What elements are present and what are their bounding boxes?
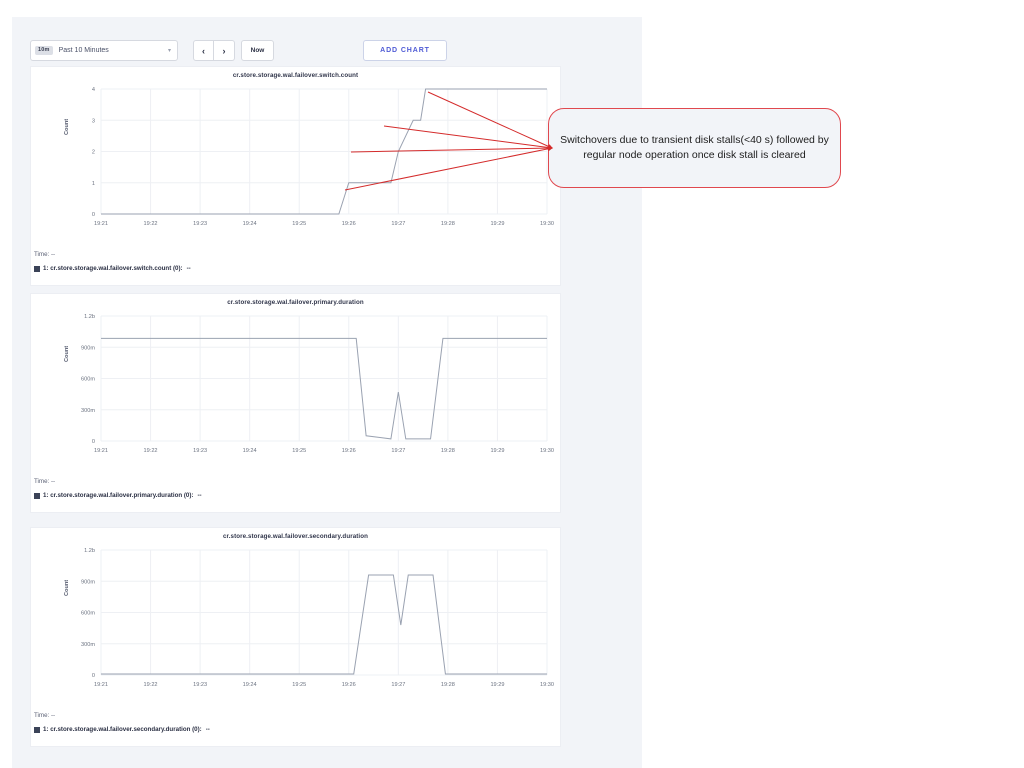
svg-text:19:29: 19:29: [490, 682, 504, 688]
svg-text:19:28: 19:28: [441, 448, 455, 454]
legend-time-value: --: [50, 712, 56, 719]
legend-series-label: 1: cr.store.storage.wal.failover.seconda…: [43, 726, 202, 733]
prev-time-button[interactable]: ‹: [193, 40, 214, 61]
legend-time-label: Time:: [34, 251, 50, 258]
svg-text:19:23: 19:23: [193, 448, 207, 454]
svg-text:19:23: 19:23: [193, 682, 207, 688]
svg-text:0: 0: [92, 673, 95, 679]
legend-color-swatch: [34, 492, 40, 499]
svg-text:19:27: 19:27: [391, 682, 405, 688]
svg-text:19:22: 19:22: [144, 221, 158, 227]
chart-title: cr.store.storage.wal.failover.primary.du…: [227, 299, 364, 306]
legend-series-value: --: [205, 726, 210, 733]
chart-card: cr.store.storage.wal.failover.primary.du…: [30, 293, 561, 513]
time-range-label: Past 10 Minutes: [58, 47, 109, 54]
chevron-down-icon: ▾: [167, 48, 171, 54]
svg-text:19:21: 19:21: [94, 682, 108, 688]
svg-text:19:24: 19:24: [243, 448, 257, 454]
legend-series-row[interactable]: 1: cr.store.storage.wal.failover.seconda…: [34, 726, 210, 733]
annotation-callout: Switchovers due to transient disk stalls…: [548, 108, 841, 188]
svg-text:19:25: 19:25: [292, 448, 306, 454]
add-chart-button[interactable]: ADD CHART: [363, 40, 447, 61]
svg-text:19:27: 19:27: [391, 221, 405, 227]
svg-text:600m: 600m: [81, 377, 95, 383]
svg-text:19:21: 19:21: [94, 221, 108, 227]
svg-text:900m: 900m: [81, 579, 95, 585]
plot-area[interactable]: 0 300m 600m 900m 1.2b 19:21 19:22 19:23 19:24 19:…: [31, 308, 562, 463]
plot-area[interactable]: 0 300m 600m 900m 1.2b 19:21 19:22 19:23 19:24 19:…: [31, 542, 562, 697]
time-range-pill: 10m: [35, 45, 53, 56]
svg-text:300m: 300m: [81, 408, 95, 414]
legend-time: Time: --: [34, 478, 55, 485]
svg-text:4: 4: [92, 87, 95, 93]
svg-text:19:24: 19:24: [243, 221, 257, 227]
svg-text:19:25: 19:25: [292, 221, 306, 227]
legend-series-value: --: [186, 265, 191, 272]
svg-text:1.2b: 1.2b: [84, 314, 95, 320]
legend-time-value: --: [50, 251, 56, 258]
legend-series-value: --: [197, 492, 202, 499]
time-nav-group: ‹ ›: [193, 40, 235, 61]
chart-title: cr.store.storage.wal.failover.switch.cou…: [232, 72, 359, 79]
now-button[interactable]: Now: [241, 40, 274, 61]
svg-text:19:29: 19:29: [490, 448, 504, 454]
svg-text:19:25: 19:25: [292, 682, 306, 688]
svg-text:19:26: 19:26: [342, 682, 356, 688]
legend-series-label: 1: cr.store.storage.wal.failover.primary…: [43, 492, 194, 499]
svg-text:1: 1: [92, 181, 95, 187]
plot-area[interactable]: 0 1 2 3 4 19:21 19:22 19:23 19:24 19:25 19:26 19:27…: [31, 81, 562, 236]
legend-time-label: Time:: [34, 478, 50, 485]
legend-time: Time: --: [34, 712, 55, 719]
svg-text:19:28: 19:28: [441, 682, 455, 688]
svg-text:0: 0: [92, 212, 95, 218]
time-range-select[interactable]: 10m Past 10 Minutes ▾: [30, 40, 178, 61]
svg-text:2: 2: [92, 150, 95, 156]
svg-text:19:30: 19:30: [540, 682, 554, 688]
svg-text:900m: 900m: [81, 345, 95, 351]
svg-text:19:28: 19:28: [441, 221, 455, 227]
svg-text:300m: 300m: [81, 642, 95, 648]
legend-color-swatch: [34, 726, 40, 733]
svg-text:19:29: 19:29: [490, 221, 504, 227]
svg-text:19:24: 19:24: [243, 682, 257, 688]
svg-text:19:22: 19:22: [144, 448, 158, 454]
chart-card: cr.store.storage.wal.failover.secondary.…: [30, 527, 561, 747]
legend-time: Time: --: [34, 251, 55, 258]
svg-text:19:30: 19:30: [540, 221, 554, 227]
legend-time-value: --: [50, 478, 56, 485]
chart-title: cr.store.storage.wal.failover.secondary.…: [223, 533, 368, 540]
svg-text:19:26: 19:26: [342, 448, 356, 454]
svg-text:19:26: 19:26: [342, 221, 356, 227]
svg-text:19:22: 19:22: [144, 682, 158, 688]
svg-text:19:21: 19:21: [94, 448, 108, 454]
svg-text:3: 3: [92, 118, 95, 124]
legend-series-label: 1: cr.store.storage.wal.failover.switch.…: [43, 265, 183, 272]
legend-series-row[interactable]: 1: cr.store.storage.wal.failover.primary…: [34, 492, 202, 499]
next-time-button[interactable]: ›: [214, 40, 235, 61]
svg-text:1.2b: 1.2b: [84, 548, 95, 554]
svg-text:19:27: 19:27: [391, 448, 405, 454]
legend-series-row[interactable]: 1: cr.store.storage.wal.failover.switch.…: [34, 265, 191, 272]
annotation-text: Switchovers due to transient disk stalls…: [560, 133, 829, 161]
svg-text:19:23: 19:23: [193, 221, 207, 227]
svg-text:19:30: 19:30: [540, 448, 554, 454]
legend-color-swatch: [34, 265, 40, 272]
svg-text:0: 0: [92, 439, 95, 445]
chart-card: cr.store.storage.wal.failover.switch.cou…: [30, 66, 561, 286]
toolbar: 10m Past 10 Minutes ▾ ‹ › Now ADD CHART: [30, 40, 630, 63]
svg-text:600m: 600m: [81, 611, 95, 617]
legend-time-label: Time:: [34, 712, 50, 719]
